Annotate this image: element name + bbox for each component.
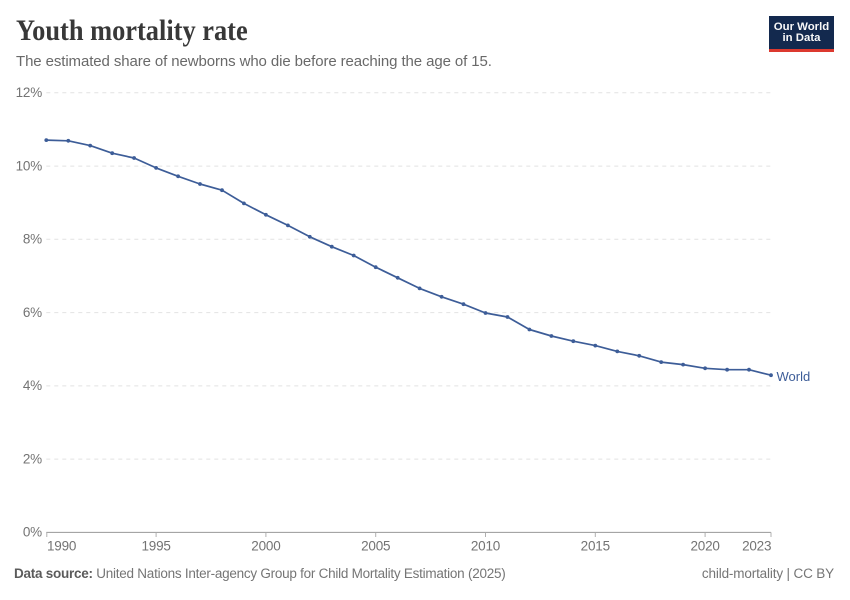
svg-text:12%: 12% xyxy=(16,85,43,100)
svg-text:0%: 0% xyxy=(23,525,42,540)
svg-text:2020: 2020 xyxy=(690,539,719,554)
svg-text:4%: 4% xyxy=(23,378,42,393)
svg-text:2015: 2015 xyxy=(581,539,610,554)
svg-text:1995: 1995 xyxy=(141,539,170,554)
svg-text:2005: 2005 xyxy=(361,539,390,554)
svg-text:6%: 6% xyxy=(23,305,42,320)
svg-text:1990: 1990 xyxy=(47,539,76,554)
svg-text:8%: 8% xyxy=(23,232,42,247)
svg-text:10%: 10% xyxy=(16,158,43,173)
svg-text:2023: 2023 xyxy=(742,539,771,554)
svg-text:2000: 2000 xyxy=(251,539,280,554)
svg-text:2010: 2010 xyxy=(471,539,500,554)
svg-text:2%: 2% xyxy=(23,451,42,466)
svg-text:World: World xyxy=(777,369,811,384)
